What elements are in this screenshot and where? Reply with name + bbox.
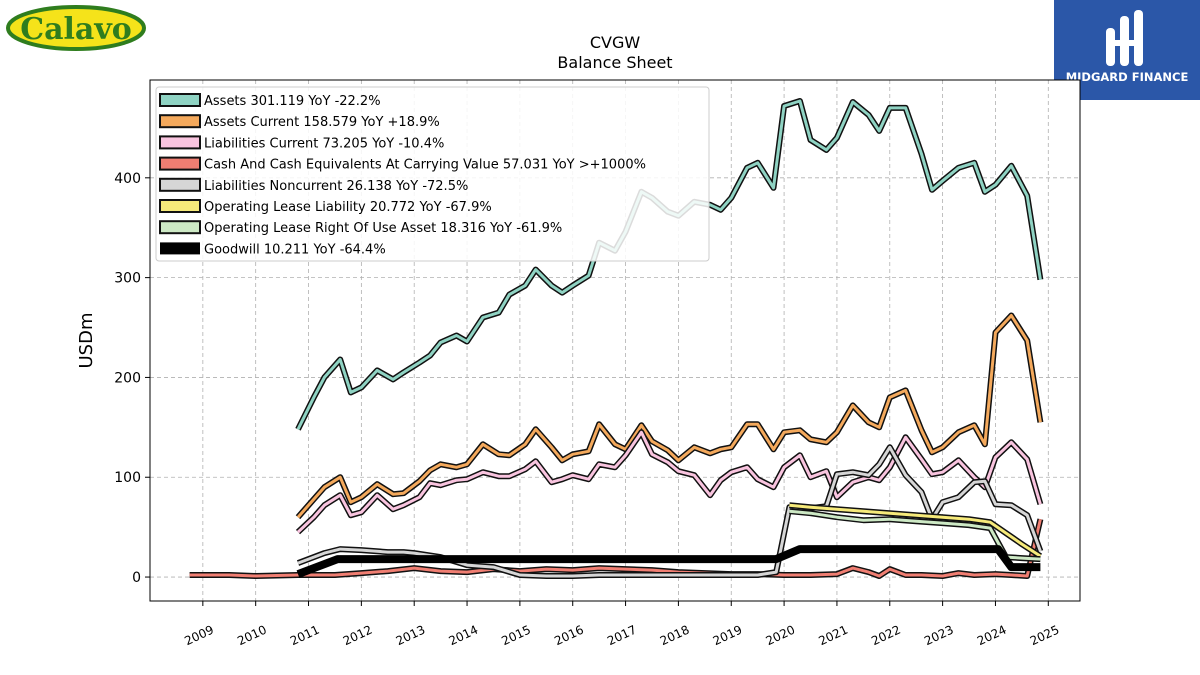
legend-label: Cash And Cash Equivalents At Carrying Va… (204, 158, 646, 173)
x-tick-label: 2010 (235, 623, 269, 649)
legend-swatch (159, 135, 201, 150)
legend-label: Goodwill 10.211 YoY -64.4% (204, 242, 386, 257)
legend-label: Assets 301.119 YoY -22.2% (204, 94, 381, 109)
legend-label: Assets Current 158.579 YoY +18.9% (204, 115, 440, 130)
x-tick-label: 2013 (394, 623, 428, 649)
legend-swatch (159, 114, 201, 129)
series-line-5 (789, 503, 1042, 558)
x-tick-label: 2009 (182, 623, 216, 649)
x-tick-label: 2018 (658, 623, 692, 649)
legend-swatch (159, 220, 201, 235)
chart-subtitle: Balance Sheet (557, 53, 673, 72)
calavo-logo-text: Calavo (20, 12, 132, 47)
x-tick-label: 2020 (764, 623, 798, 649)
midgard-mark-icon (1106, 10, 1143, 66)
x-tick-label: 2022 (869, 623, 903, 649)
x-tick-label: 2012 (341, 623, 375, 649)
x-tick-label: 2017 (605, 623, 639, 649)
legend-swatch (159, 199, 201, 213)
calavo-logo-oval (6, 5, 146, 51)
y-tick-label: 200 (114, 370, 141, 386)
legend-label: Operating Lease Right Of Use Asset 18.31… (204, 221, 562, 236)
x-tick-label: 2023 (922, 623, 956, 649)
y-tick-label: 100 (114, 470, 141, 486)
midgard-logo-text: MIDGARD FINANCE (1066, 70, 1189, 84)
calavo-logo: Calavo (6, 5, 146, 51)
legend-swatch (159, 156, 201, 171)
y-axis-label: USDm (76, 313, 97, 369)
series-line-7 (296, 545, 1041, 578)
x-tick-label: 2015 (499, 623, 533, 649)
plot-frame (149, 79, 1081, 602)
legend-swatch (160, 242, 200, 255)
series-line-2 (296, 430, 1042, 534)
y-tick-label: 300 (114, 271, 141, 287)
x-tick-label: 2025 (1028, 623, 1062, 649)
x-tick-label: 2011 (288, 623, 322, 649)
x-tick-label: 2021 (816, 623, 850, 649)
x-tick-label: 2024 (975, 623, 1009, 649)
y-tick-label: 0 (132, 570, 141, 586)
y-tick-label: 400 (114, 171, 141, 187)
x-tick-label: 2016 (552, 623, 586, 649)
legend-label: Liabilities Noncurrent 26.138 YoY -72.5% (204, 179, 468, 194)
chart-title: CVGW (589, 33, 641, 52)
legend-label: Operating Lease Liability 20.772 YoY -67… (204, 200, 492, 215)
legend-swatch (159, 177, 201, 192)
x-tick-label: 2014 (447, 623, 481, 649)
legend-box (155, 86, 710, 262)
legend-label: Liabilities Current 73.205 YoY -10.4% (204, 136, 444, 151)
series-line-1 (296, 314, 1042, 519)
x-tick-label: 2019 (711, 623, 745, 649)
legend-swatch (159, 93, 201, 107)
midgard-finance-logo: MIDGARD FINANCE (1054, 0, 1200, 100)
